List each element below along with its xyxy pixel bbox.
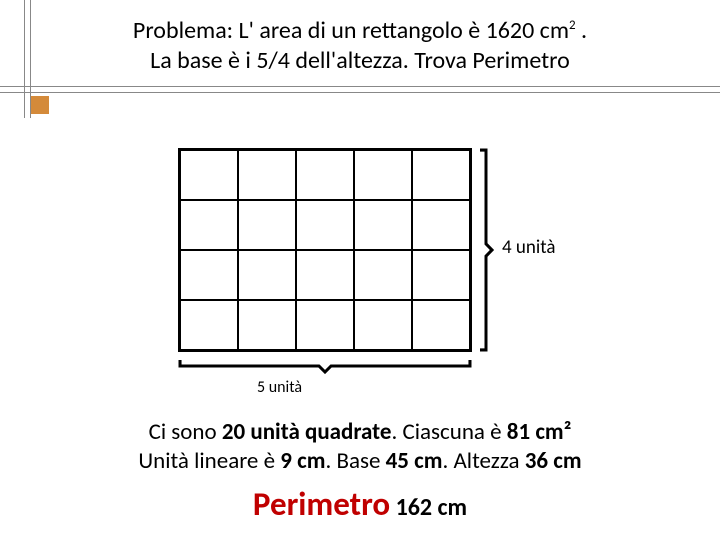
answer-label: Perimetro: [253, 484, 390, 524]
grid-cell: [238, 250, 296, 300]
grid-cell: [412, 300, 470, 350]
decor-hline-top: [0, 86, 720, 87]
brace-right: [476, 148, 496, 352]
grid-cell: [296, 250, 354, 300]
grid-cell: [296, 150, 354, 200]
sol-1d: 81: [507, 418, 536, 446]
decor-hline-bot: [0, 92, 720, 93]
grid-cell: [238, 150, 296, 200]
problem-statement: Problema: L' area di un rettangolo è 162…: [0, 16, 720, 76]
grid-cell: [412, 200, 470, 250]
grid-cell: [354, 200, 412, 250]
problem-line2: La base è i 5/4 dell'altezza. Trova Peri…: [150, 46, 570, 75]
decor-orange-box: [31, 96, 49, 114]
grid-cell: [296, 200, 354, 250]
answer-line: Perimetro 162 cm: [0, 484, 720, 524]
problem-unit-sup: 2: [569, 18, 576, 33]
sol-2b: 9 cm: [280, 447, 325, 475]
grid-cell: [412, 250, 470, 300]
sol-1b: 20 unità quadrate: [222, 418, 392, 446]
problem-unit: cm: [540, 16, 569, 45]
sol-1e: cm²: [535, 418, 571, 446]
sol-1c: . Ciascuna è: [391, 418, 506, 446]
solution-text: Ci sono 20 unità quadrate. Ciascuna è 81…: [0, 418, 720, 476]
brace-bottom: [178, 356, 472, 376]
grid-cell: [238, 300, 296, 350]
grid-cell: [180, 300, 238, 350]
sol-2f: 36 cm: [525, 447, 582, 475]
rectangle-grid: [178, 148, 472, 352]
grid-region: [178, 148, 472, 352]
sol-2e: . Altezza: [442, 447, 524, 475]
grid-cell: [296, 300, 354, 350]
grid-cell: [354, 300, 412, 350]
grid-cell: [180, 200, 238, 250]
problem-line1-a: Problema: L' area di un rettangolo è 162…: [133, 16, 540, 45]
grid-cell: [354, 150, 412, 200]
sol-2a: Unità lineare è: [138, 447, 280, 475]
sol-1a: Ci sono: [149, 418, 222, 446]
grid-cell: [180, 250, 238, 300]
problem-line1-b: .: [576, 16, 587, 45]
grid-cell: [238, 200, 296, 250]
sol-2c: . Base: [325, 447, 385, 475]
sol-2d: 45 cm: [386, 447, 443, 475]
label-width: 5 unità: [257, 378, 302, 397]
grid-cell: [180, 150, 238, 200]
grid-cell: [354, 250, 412, 300]
grid-cell: [412, 150, 470, 200]
answer-value: 162 cm: [390, 493, 467, 522]
label-height: 4 unità: [502, 236, 555, 259]
